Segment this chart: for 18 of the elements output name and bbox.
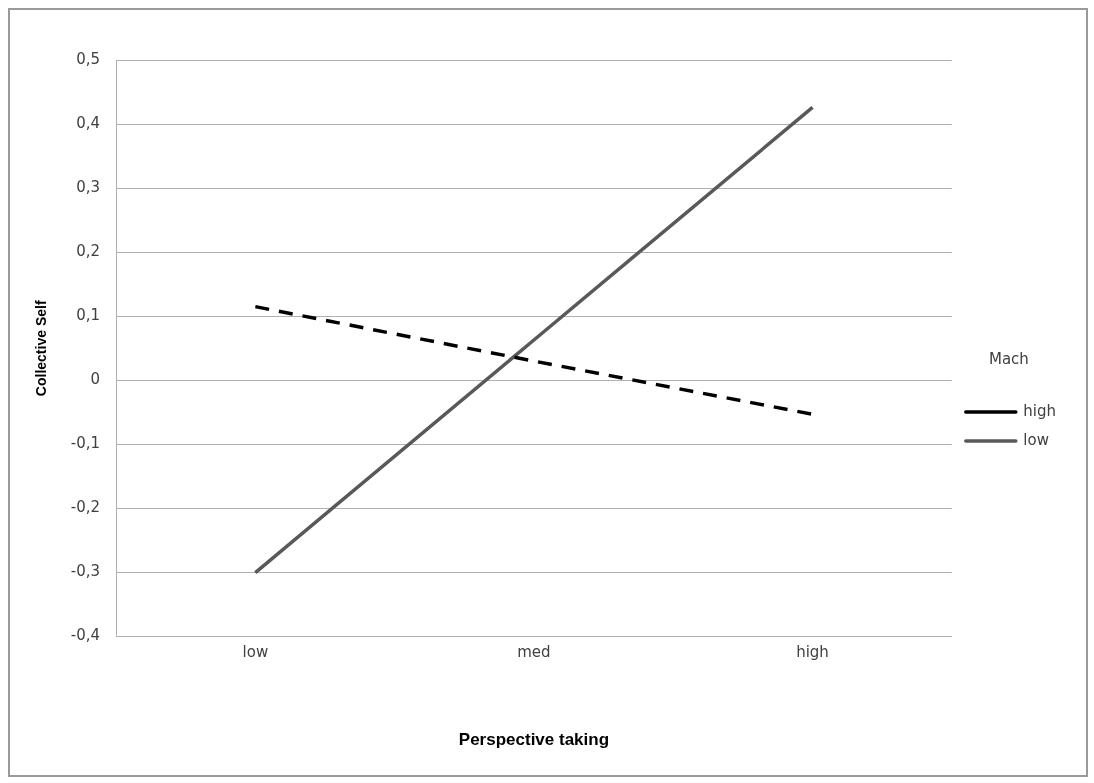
x-tick-label: high bbox=[796, 643, 829, 662]
x-axis-title: Perspective taking bbox=[458, 730, 610, 750]
y-tick-label: -0,2 bbox=[70, 498, 101, 517]
y-tick-label: 0,4 bbox=[76, 113, 101, 132]
legend-title: Mach bbox=[988, 349, 1029, 368]
y-tick-label: -0,3 bbox=[70, 562, 101, 581]
legend-label: high bbox=[1023, 401, 1056, 420]
y-tick-label: -0,4 bbox=[70, 626, 101, 645]
x-tick-label: low bbox=[242, 643, 269, 662]
y-tick-label: 0,2 bbox=[76, 242, 101, 261]
y-axis-title: Collective Self bbox=[33, 300, 50, 397]
y-tick-label: 0,5 bbox=[76, 49, 101, 68]
x-tick-label: med bbox=[517, 643, 551, 662]
y-tick-label: 0,3 bbox=[76, 178, 101, 197]
y-tick-label: 0 bbox=[90, 370, 101, 389]
y-tick-label: 0,1 bbox=[76, 306, 101, 325]
legend-label: low bbox=[1023, 430, 1049, 449]
y-tick-label: -0,1 bbox=[70, 434, 101, 453]
